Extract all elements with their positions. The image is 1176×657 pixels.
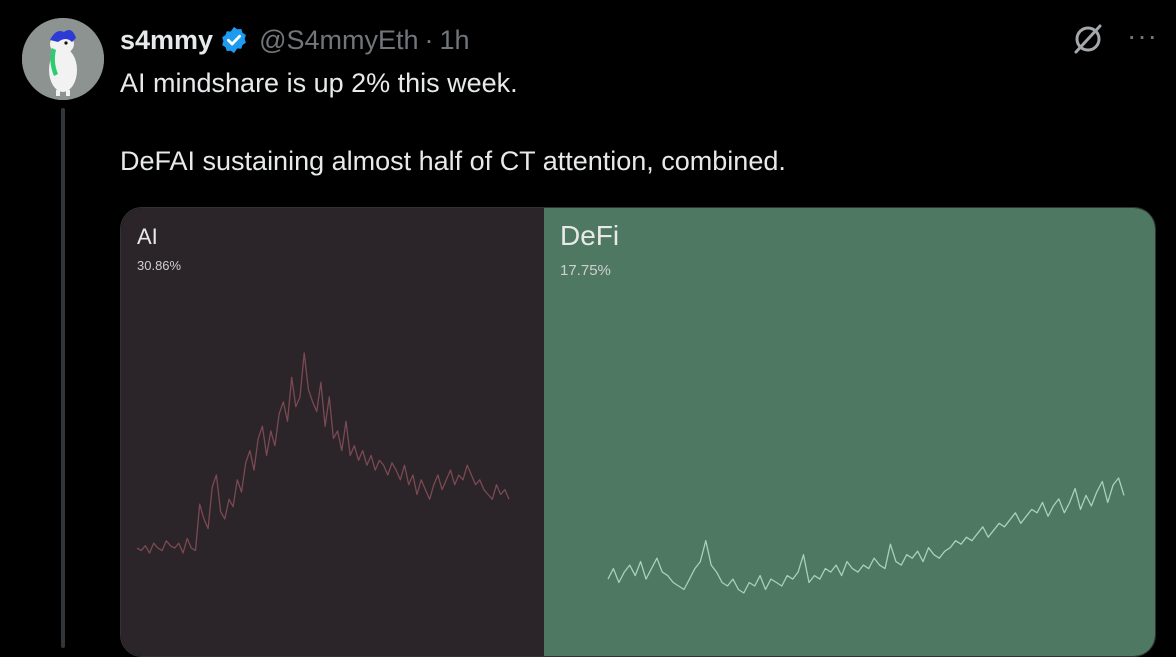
handle[interactable]: @S4mmyEth [259, 24, 419, 55]
display-name[interactable]: s4mmy [120, 24, 214, 55]
tweet-header: s4mmy @S4mmyEth · 1h [120, 20, 470, 60]
tweet-text: AI mindshare is up 2% this week. DeFAI s… [120, 64, 1120, 180]
grok-icon[interactable] [1071, 22, 1105, 56]
avatar-image [22, 18, 104, 100]
ai-mindshare-panel: AI 30.86% [121, 208, 544, 656]
more-icon[interactable]: ··· [1127, 20, 1158, 51]
defi-panel-title: DeFi [560, 220, 620, 251]
timestamp[interactable]: 1h [439, 24, 470, 55]
meta-separator: · [424, 24, 434, 55]
ai-panel-value: 30.86% [137, 258, 182, 273]
defi-series-line [607, 477, 1125, 594]
tweet-text-line-1: AI mindshare is up 2% this week. [120, 68, 518, 98]
ai-panel-title: AI [137, 224, 158, 249]
thread-connector-line [61, 108, 65, 648]
avatar[interactable] [22, 18, 104, 100]
ai-sparkline [136, 352, 510, 554]
tweet-text-line-2: DeFAI sustaining almost half of CT atten… [120, 146, 786, 176]
defi-mindshare-panel: DeFi 17.75% [544, 208, 1155, 656]
ai-series-line [136, 352, 510, 554]
verified-badge-icon [219, 25, 249, 55]
tweet-media-image[interactable]: AI 30.86% DeFi 17.75% [120, 207, 1156, 657]
defi-sparkline [607, 477, 1125, 594]
tweet-actions: ··· [1071, 22, 1158, 56]
defi-panel-value: 17.75% [560, 262, 611, 279]
